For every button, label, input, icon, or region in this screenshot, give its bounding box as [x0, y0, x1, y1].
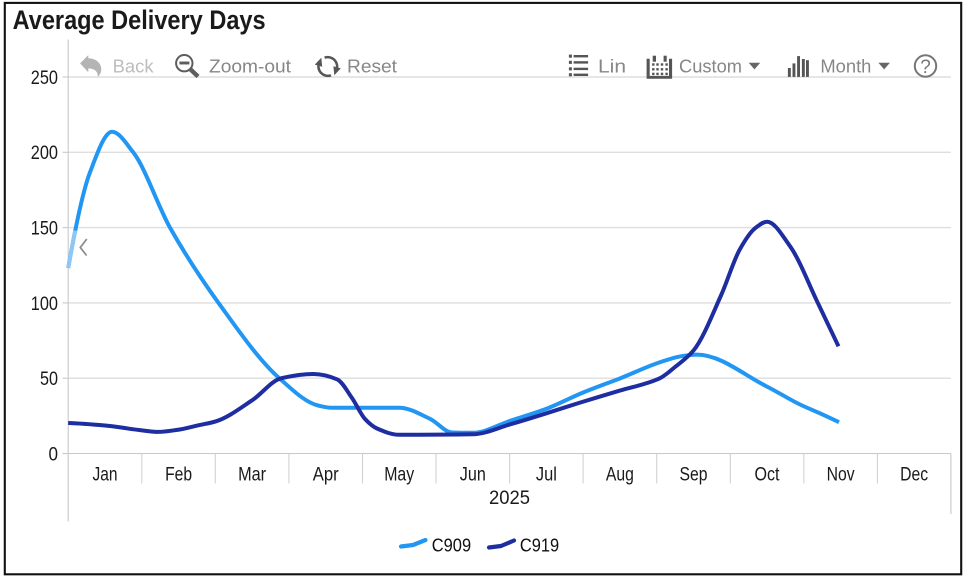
svg-text:Jan: Jan: [93, 464, 118, 485]
svg-text:150: 150: [31, 219, 58, 240]
svg-text:Back: Back: [113, 57, 155, 77]
svg-text:Dec: Dec: [900, 464, 928, 485]
svg-text:Aug: Aug: [606, 464, 634, 485]
svg-text:Sep: Sep: [680, 464, 708, 485]
svg-text:Mar: Mar: [238, 464, 267, 485]
svg-text:Jun: Jun: [460, 464, 486, 485]
svg-text:Month: Month: [820, 57, 871, 77]
svg-text:0: 0: [49, 444, 59, 465]
svg-text:50: 50: [40, 369, 58, 390]
svg-text:Jul: Jul: [536, 464, 557, 485]
svg-text:Zoom-out: Zoom-out: [209, 57, 291, 77]
svg-text:Custom: Custom: [679, 57, 742, 77]
svg-text:Reset: Reset: [347, 57, 397, 77]
svg-text:100: 100: [31, 294, 58, 315]
svg-text:Average Delivery Days: Average Delivery Days: [13, 5, 266, 35]
svg-text:?: ?: [920, 57, 931, 78]
svg-text:Lin: Lin: [598, 57, 626, 77]
svg-text:2025: 2025: [489, 488, 530, 509]
svg-text:C919: C919: [520, 536, 559, 556]
svg-text:May: May: [384, 464, 414, 485]
svg-text:C909: C909: [432, 536, 471, 556]
svg-text:250: 250: [31, 68, 58, 89]
svg-text:Nov: Nov: [827, 464, 855, 485]
svg-text:Oct: Oct: [755, 464, 781, 485]
svg-text:Apr: Apr: [313, 464, 340, 485]
svg-text:Feb: Feb: [165, 464, 192, 485]
svg-text:200: 200: [31, 143, 58, 164]
